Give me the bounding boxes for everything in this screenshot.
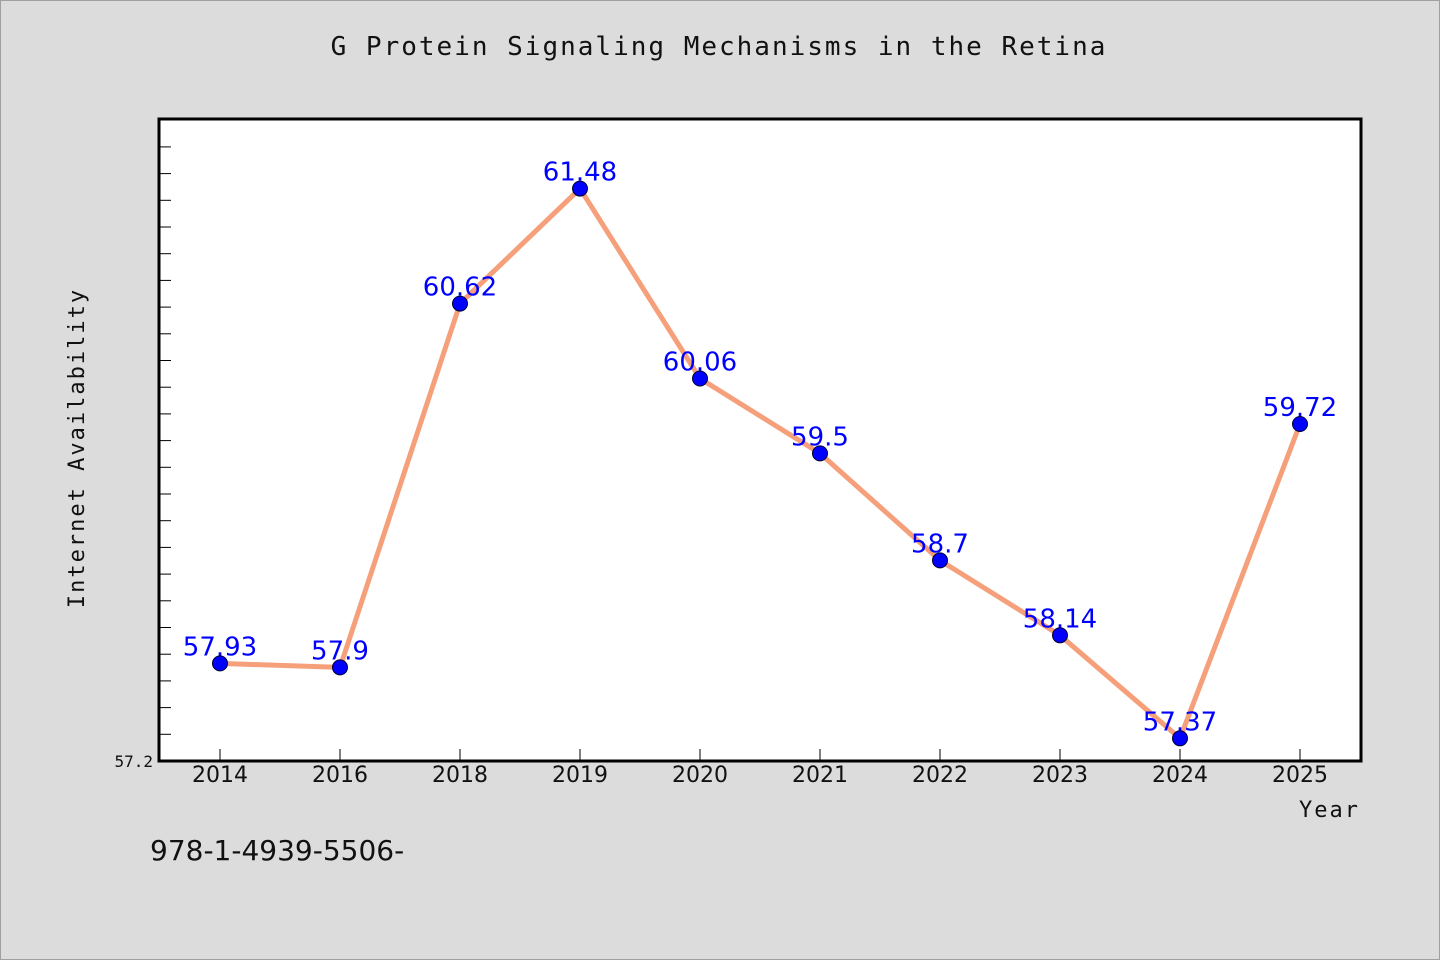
data-point (692, 370, 708, 387)
data-point (212, 655, 228, 672)
x-tick-label: 2020 (672, 763, 728, 788)
data-point (812, 445, 828, 462)
data-point (1292, 416, 1308, 432)
x-tick-label: 2021 (792, 763, 848, 788)
x-tick-label: 2016 (312, 763, 368, 788)
data-point (452, 295, 468, 312)
y-axis-min-label: 57.2 (114, 752, 153, 771)
data-label: 60.62 (423, 273, 497, 303)
x-tick-label: 2018 (432, 763, 488, 788)
data-point (332, 659, 348, 676)
data-point (932, 552, 948, 569)
series-layer: 57.93 57.9 60.62 61.48 60.06 59.5 58.7 58.14 57.… (183, 158, 1337, 747)
data-label: 57.93 (183, 632, 257, 662)
data-point (572, 180, 588, 197)
data-label: 58.7 (911, 529, 969, 559)
series-line (217, 186, 1303, 741)
x-tick-label: 2023 (1032, 763, 1088, 788)
footer-text: 978-1-4939-5506- (150, 834, 405, 867)
chart-title: G Protein Signaling Mechanisms in the Re… (330, 32, 1108, 62)
data-label: 57.37 (1143, 707, 1217, 737)
x-axis-title: Year (1299, 798, 1360, 823)
data-label: 59.5 (791, 422, 849, 452)
data-label: 57.9 (311, 636, 369, 666)
x-tick-label: 2022 (912, 763, 968, 788)
x-tick-label: 2025 (1272, 763, 1328, 788)
plot-area (157, 117, 1363, 763)
x-tick-label: 2019 (552, 763, 608, 788)
x-tick-label: 2014 (192, 763, 248, 788)
x-axis-ticks: 2014 2016 2018 2019 2020 2021 2022 2023 2024 2025 (192, 749, 1328, 788)
data-label: 61.48 (543, 158, 617, 188)
data-label: 60.06 (663, 348, 737, 378)
y-axis-ticks (159, 146, 171, 735)
data-point (1172, 730, 1188, 747)
data-label: 59.72 (1263, 393, 1337, 423)
data-label: 58.14 (1023, 604, 1097, 634)
x-tick-label: 2024 (1152, 763, 1208, 788)
data-point (1052, 627, 1068, 644)
y-axis-title: Internet Availability (65, 288, 90, 608)
